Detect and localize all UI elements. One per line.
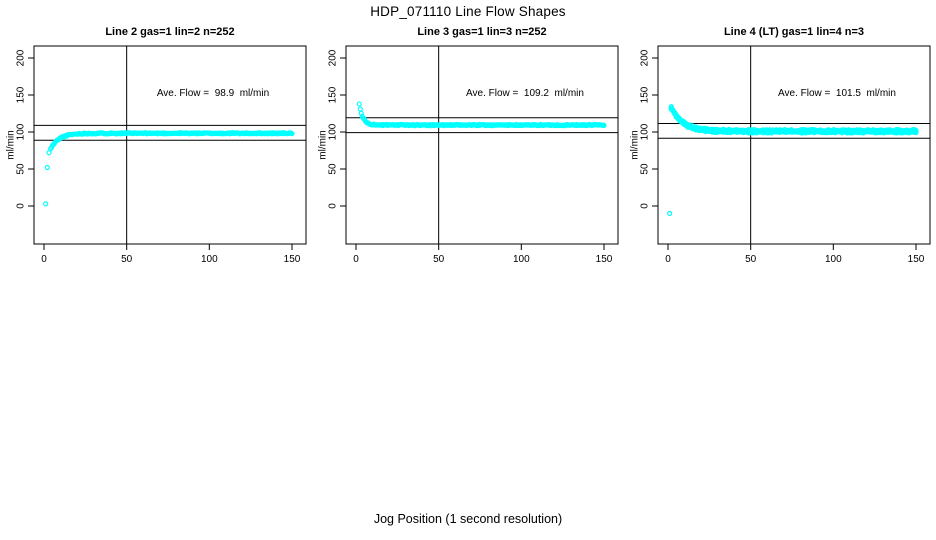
- y-tick-labels: 0 50 100 150 200: [16, 49, 27, 209]
- y-tick-label: 50: [640, 163, 651, 175]
- scatter-points: [43, 130, 295, 207]
- x-tick-label: 0: [41, 254, 47, 265]
- ave-flow-annotation: Ave. Flow = 109.2 ml/min: [466, 88, 584, 99]
- ave-flow-annotation: Ave. Flow = 101.5 ml/min: [778, 88, 896, 99]
- x-tick-label: 50: [121, 254, 133, 265]
- plot-panel-line2: Line 2 gas=1 lin=2 n=252 0 50 100 150 20…: [0, 0, 312, 285]
- x-axis-ticks: [355, 244, 605, 250]
- y-tick-labels: 0 50 100 150 200: [328, 49, 339, 209]
- panel-svg: Line 3 gas=1 lin=3 n=252 0 50 100 150 20…: [318, 26, 619, 265]
- x-tick-labels: 0 50 100 150: [353, 254, 613, 265]
- crosshair-lines: [658, 46, 930, 244]
- x-tick-label: 50: [433, 254, 445, 265]
- ave-flow-annotation: Ave. Flow = 98.9 ml/min: [157, 88, 269, 99]
- panel-svg: Line 2 gas=1 lin=2 n=252 0 50 100 150 20…: [6, 26, 307, 265]
- plot-frame: [33, 45, 307, 245]
- x-tick-label: 150: [284, 254, 301, 265]
- x-tick-label: 0: [665, 254, 671, 265]
- y-axis-ticks: [652, 57, 658, 207]
- y-axis-label: ml/min: [6, 130, 17, 159]
- figure-title: HDP_071110 Line Flow Shapes: [370, 4, 566, 19]
- plot-frame: [345, 45, 619, 245]
- x-tick-label: 100: [201, 254, 218, 265]
- y-axis-ticks: [340, 57, 346, 207]
- y-axis-ticks: [28, 57, 34, 207]
- panel-svg: Line 4 (LT) gas=1 lin=4 n=3 0 50 100 150…: [630, 26, 931, 265]
- x-tick-label: 150: [908, 254, 925, 265]
- y-tick-labels: 0 50 100 150 200: [640, 49, 651, 209]
- y-axis-label: ml/min: [318, 130, 329, 159]
- y-tick-label: 100: [640, 123, 651, 140]
- y-tick-label: 0: [328, 203, 339, 209]
- y-tick-label: 50: [16, 163, 27, 175]
- x-tick-label: 100: [825, 254, 842, 265]
- y-tick-label: 200: [16, 49, 27, 66]
- panel-title: Line 3 gas=1 lin=3 n=252: [417, 26, 546, 38]
- scatter-points: [667, 103, 919, 216]
- y-tick-label: 150: [16, 86, 27, 103]
- plot-panel-line3: Line 3 gas=1 lin=3 n=252 0 50 100 150 20…: [312, 0, 624, 285]
- y-tick-label: 150: [328, 86, 339, 103]
- x-axis-label: Jog Position (1 second resolution): [373, 512, 563, 526]
- scatter-points: [356, 101, 607, 129]
- crosshair-lines: [34, 46, 306, 244]
- y-tick-label: 100: [328, 123, 339, 140]
- x-axis-ticks: [667, 244, 917, 250]
- y-tick-label: 100: [16, 123, 27, 140]
- x-tick-label: 0: [353, 254, 359, 265]
- y-tick-label: 150: [640, 86, 651, 103]
- x-tick-label: 150: [596, 254, 613, 265]
- x-axis-ticks: [43, 244, 293, 250]
- y-tick-label: 200: [640, 49, 651, 66]
- y-axis-label: ml/min: [630, 130, 641, 159]
- y-tick-label: 50: [328, 163, 339, 175]
- x-tick-label: 50: [745, 254, 757, 265]
- y-tick-label: 0: [16, 203, 27, 209]
- x-tick-label: 100: [513, 254, 530, 265]
- y-tick-label: 200: [328, 49, 339, 66]
- x-tick-labels: 0 50 100 150: [665, 254, 925, 265]
- x-tick-labels: 0 50 100 150: [41, 254, 301, 265]
- plot-panel-line4: Line 4 (LT) gas=1 lin=4 n=3 0 50 100 150…: [624, 0, 936, 285]
- panel-title: Line 4 (LT) gas=1 lin=4 n=3: [724, 26, 864, 38]
- panel-title: Line 2 gas=1 lin=2 n=252: [105, 26, 234, 38]
- plot-frame: [657, 45, 931, 245]
- y-tick-label: 0: [640, 203, 651, 209]
- crosshair-lines: [346, 46, 618, 244]
